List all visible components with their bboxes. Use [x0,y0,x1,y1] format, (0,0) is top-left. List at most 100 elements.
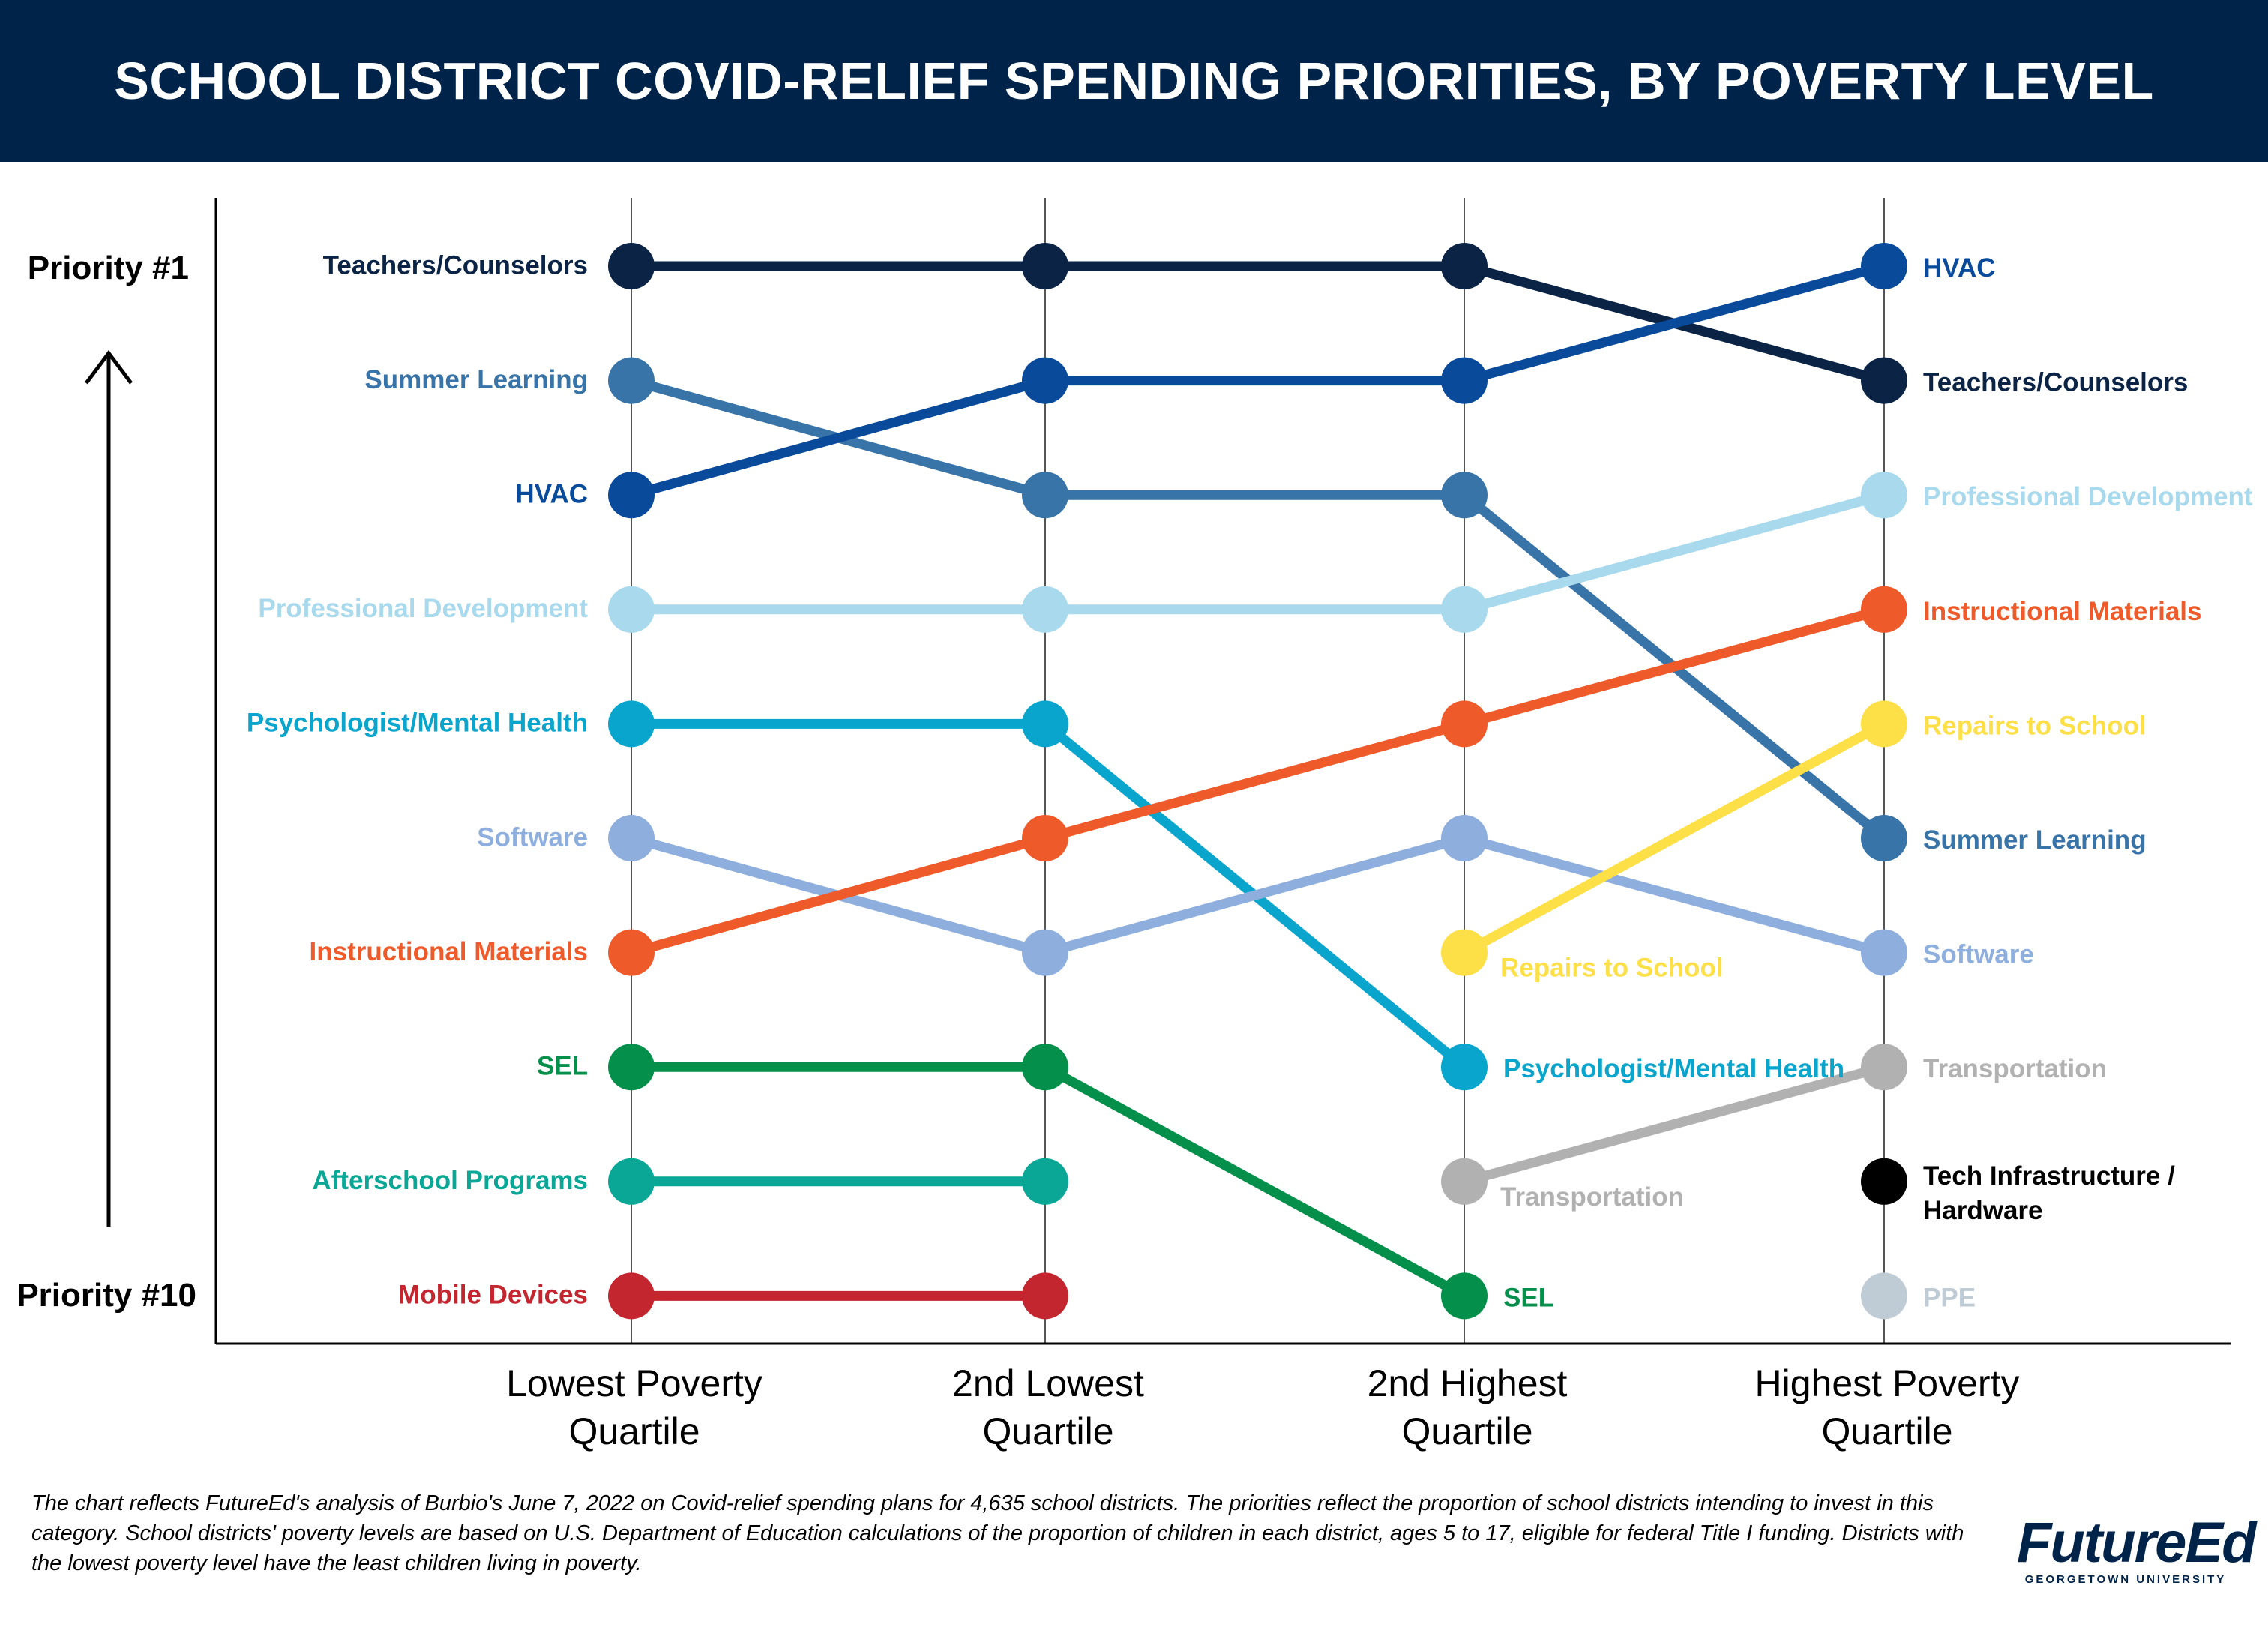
point-software-q4 [1861,929,1907,976]
point-instructional-materials-q3 [1441,700,1488,748]
point-label: Summer Learning [1923,825,2147,855]
point-label: Software [1923,940,2034,969]
point-label: Repairs to School [1500,954,1724,983]
logo-subtitle: GEORGETOWN UNIVERSITY [2024,1573,2227,1586]
point-instructional-materials-q1 [608,929,655,976]
series-line-sel-2 [1040,1062,1470,1301]
series-line-instructional-materials-2 [1040,718,1470,843]
point-label: PPE [1923,1283,1976,1312]
point-label: SEL [1503,1283,1554,1312]
series-line-transportation-3 [1459,1062,1889,1187]
series-line-software-3 [1459,833,1889,958]
point-summer-learning-q3 [1441,472,1488,519]
x-tick-label-line: 2nd Highest [1368,1362,1568,1404]
point-summer-learning-q4 [1861,815,1907,861]
point-label: Afterschool Programs [312,1166,588,1195]
point-repairs-to-school-q4 [1861,700,1907,748]
point-label: Mobile Devices [398,1281,588,1310]
point-teachers-counselors-q4 [1861,357,1907,404]
point-professional-development-q3 [1441,586,1488,633]
series-line-instructional-materials-3 [1459,604,1889,729]
footnote: The chart reflects FutureEd's analysis o… [31,1491,1964,1575]
point-teachers-counselors-q1 [608,243,655,289]
point-teachers-counselors-q2 [1022,243,1068,289]
series-line-instructional-materials-1 [626,833,1050,958]
point-label: Summer Learning [364,365,588,394]
grid-lines [631,198,1885,1344]
x-tick-label-line: 2nd Lowest [952,1362,1144,1404]
point-label: Instructional Materials [1923,597,2201,626]
point-label: Psychologist/Mental Health [247,709,588,738]
point-software-q1 [608,815,655,861]
x-tick-label-line: Highest Poverty [1755,1362,2020,1404]
point-hvac-q1 [608,472,655,519]
point-label: HVAC [515,479,588,508]
point-psychologist-mental-health-q3 [1441,1044,1488,1091]
point-summer-learning-q2 [1022,472,1068,519]
point-professional-development-q1 [608,586,655,633]
point-label: Transportation [1923,1054,2107,1083]
point-afterschool-programs-q1 [608,1158,655,1205]
priority-top-label: Priority #1 [28,250,189,286]
point-tech-infrastructure-hardware-q4 [1861,1158,1907,1205]
point-label: Teachers/Counselors [323,250,588,280]
point-mobile-devices-q2 [1022,1272,1068,1320]
series-line-repairs-to-school-3 [1459,718,1889,958]
futureed-logo: FutureEd GEORGETOWN UNIVERSITY [2017,1511,2257,1587]
point-software-q2 [1022,929,1068,976]
series-line-hvac-1 [626,376,1050,500]
point-label-line: Tech Infrastructure / [1923,1161,2175,1191]
point-label: Software [477,822,588,852]
point-afterschool-programs-q2 [1022,1158,1068,1205]
x-tick-label-line: Lowest Poverty [506,1362,762,1404]
point-mobile-devices-q1 [608,1272,655,1320]
title-banner: SCHOOL DISTRICT COVID-RELIEF SPENDING PR… [0,0,2268,162]
point-label: Teachers/Counselors [1923,368,2188,397]
point-label: Instructional Materials [310,937,588,966]
x-tick-label-line: Quartile [1401,1410,1532,1452]
point-label: Professional Development [1923,482,2253,511]
series-points [608,243,1907,1320]
point-transportation-q4 [1861,1044,1907,1091]
point-summer-learning-q1 [608,357,655,404]
point-ppe-q4 [1861,1272,1907,1320]
point-label-line: Hardware [1923,1196,2043,1225]
point-label: Psychologist/Mental Health [1503,1054,1844,1083]
chart-title: SCHOOL DISTRICT COVID-RELIEF SPENDING PR… [114,52,2154,110]
x-tick-label-3: 2nd Highest Quartile [1368,1362,1568,1452]
point-label: Professional Development [258,594,588,623]
series-line-software-2 [1040,833,1470,958]
x-tick-label-line: Quartile [1821,1410,1952,1452]
x-tick-label-line: Quartile [568,1410,700,1452]
series-line-hvac-3 [1459,261,1889,386]
point-hvac-q3 [1441,357,1488,404]
point-teachers-counselors-q3 [1441,243,1488,289]
x-tick-label-4: Highest Poverty Quartile [1755,1362,2020,1452]
point-hvac-q2 [1022,357,1068,404]
point-label: Repairs to School [1923,711,2147,740]
point-instructional-materials-q4 [1861,586,1907,633]
point-label: HVAC [1923,253,1996,283]
series-line-professional-development-3 [1459,490,1889,615]
bump-chart: Priority #1 Priority #10 Teachers/Counse… [16,198,2253,1452]
point-label: Tech Infrastructure / Hardware [1923,1161,2175,1225]
logo-wordmark: FutureEd [2017,1511,2257,1575]
point-software-q3 [1441,815,1488,861]
point-labels: Teachers/Counselors Summer Learning HVAC Pr… [247,250,2253,1312]
point-transportation-q3 [1441,1158,1488,1205]
point-hvac-q4 [1861,243,1907,289]
point-sel-q3 [1441,1272,1488,1320]
priority-bottom-label: Priority #10 [16,1277,196,1314]
point-instructional-materials-q2 [1022,815,1068,861]
point-professional-development-q4 [1861,472,1907,519]
point-psychologist-mental-health-q2 [1022,700,1068,748]
priority-arrow-head-icon [85,349,133,385]
x-tick-labels: Lowest Poverty Quartile 2nd Lowest Quartile… [506,1362,2019,1452]
point-label: Transportation [1500,1182,1684,1212]
point-psychologist-mental-health-q1 [608,700,655,748]
point-repairs-to-school-q3 [1441,929,1488,976]
point-label: SEL [537,1051,588,1080]
x-tick-label-line: Quartile [982,1410,1113,1452]
point-sel-q2 [1022,1044,1068,1091]
point-professional-development-q2 [1022,586,1068,633]
